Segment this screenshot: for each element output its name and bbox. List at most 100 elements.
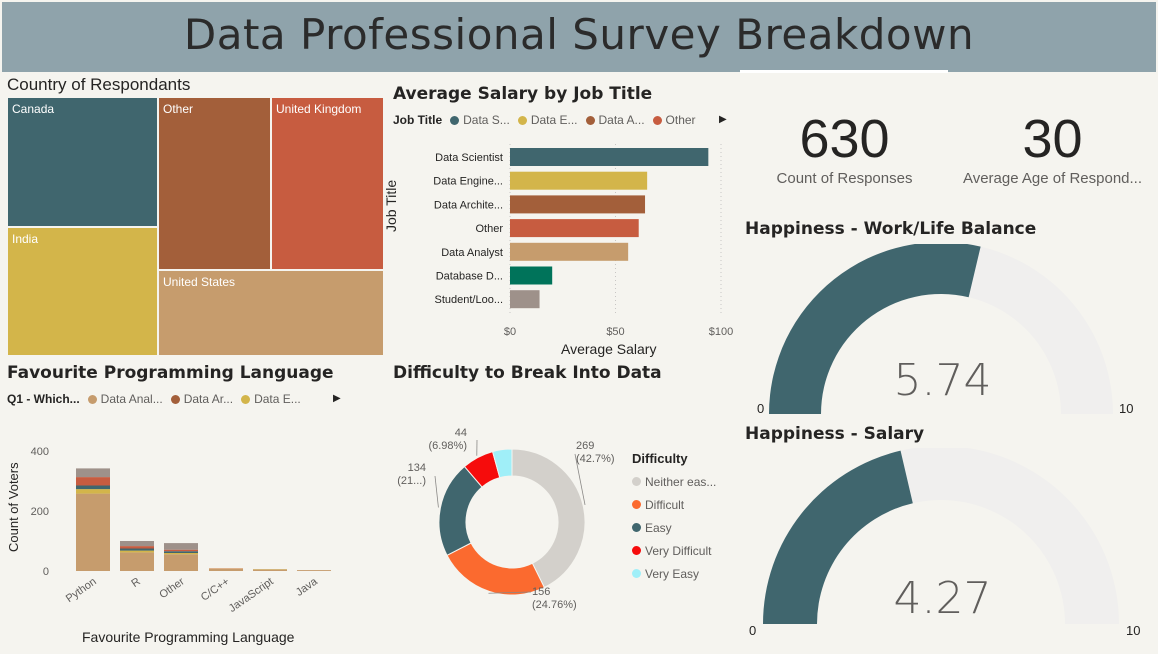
treemap-cell-india[interactable]: India [7,227,158,356]
language-bar-segment[interactable] [164,554,198,571]
language-bar-segment[interactable] [164,543,198,550]
language-bar-segment[interactable] [297,570,331,571]
legend-dot-icon [632,500,641,509]
treemap-cell-canada[interactable]: Canada [7,97,158,227]
treemap-cell-united-kingdom[interactable]: United Kingdom [271,97,384,270]
legend-item[interactable]: Data Ar... [183,392,234,406]
difficulty-chart-title: Difficulty to Break Into Data [393,363,662,383]
gauge-salary-title: Happiness - Salary [745,424,925,444]
y-tick-label: Data Engine... [433,176,503,188]
language-bar-segment[interactable] [120,550,154,553]
language-bar-segment[interactable] [120,548,154,551]
y-tick-label: 0 [43,566,49,578]
legend-label: Neither eas... [645,474,717,489]
legend-item[interactable]: Neither eas... [632,470,742,493]
salary-bar-chart[interactable]: $0 $50 $100 Data Scientist Data Engine... Dat… [405,140,745,345]
language-bar-segment[interactable] [76,485,110,490]
gauge-value: 5.74 [893,355,992,406]
data-label-leader [434,475,439,508]
legend-item[interactable]: Very Easy [632,562,742,585]
data-label: (42.7%) [576,453,615,465]
language-y-axis-title: Count of Voters [6,462,21,552]
language-bar-segment[interactable] [164,551,198,553]
legend-item[interactable]: Data S... [463,113,510,127]
language-stacked-bar-chart[interactable]: 0 200 400 Python R Other C/C++JavaScript Java [22,430,362,630]
salary-bar[interactable] [510,195,646,214]
legend-item[interactable]: Easy [632,516,742,539]
legend-item[interactable]: Data A... [598,113,645,127]
legend-label: Easy [645,520,672,535]
data-label: (24.76%) [532,599,577,611]
legend-item[interactable]: Difficult [632,493,742,516]
language-bar-segment[interactable] [76,493,110,571]
language-bar-segment[interactable] [76,489,110,494]
donut-slice[interactable] [511,448,586,589]
x-tick-label: Other [157,575,187,601]
x-tick-label: $100 [709,326,733,338]
legend-dot-icon [632,546,641,555]
salary-y-axis-title: Job Title [383,179,399,232]
gauge-max: 10 [1126,623,1141,638]
kpi-label: Count of Responses [776,170,913,187]
gauge-max: 10 [1119,401,1134,416]
treemap-cell-other[interactable]: Other [158,97,271,270]
legend-item[interactable]: Other [665,113,696,127]
kpi-value: 30 [1022,109,1083,169]
salary-bar[interactable] [510,266,553,285]
treemap-label: United States [163,275,236,289]
language-bar-segment[interactable] [120,552,154,571]
language-bar-segment[interactable] [120,541,154,547]
data-label-leader [488,591,532,594]
legend-item[interactable]: Data E... [254,392,301,406]
data-label: (6.98%) [428,440,467,452]
legend-dot-icon [652,115,662,125]
x-tick-label: R [129,576,142,590]
y-tick-label: Database D... [436,271,503,283]
gauge-worklife[interactable] [755,244,1135,419]
page-title: Data Professional Survey Breakdown [183,10,975,59]
salary-bar[interactable] [510,148,709,166]
x-tick-label: JavaScript [227,576,276,615]
legend-next-arrow-icon[interactable]: ▶ [719,114,727,125]
salary-bar[interactable] [510,290,540,309]
donut-slice[interactable] [491,448,513,479]
data-label: 156 [532,586,550,598]
legend-item[interactable]: Data Anal... [100,392,163,406]
data-label: (21...) [397,475,426,487]
salary-bar[interactable] [510,171,648,190]
gauge-fill[interactable] [763,450,913,624]
treemap-label: Canada [12,102,55,116]
y-tick-label: 400 [31,446,49,458]
data-label: 134 [408,462,426,474]
kpi-card-responses: 630 Count of Responses [762,108,927,187]
language-bar-segment[interactable] [76,477,110,486]
gauge-salary[interactable] [755,448,1135,628]
legend-item[interactable]: Data E... [530,113,578,127]
gauge-fill[interactable] [769,244,981,414]
gauge-min: 0 [757,401,765,416]
language-x-axis-title: Favourite Programming Language [82,629,295,645]
treemap-cell-united-states[interactable]: United States [158,270,384,356]
y-tick-label: Other [475,223,503,235]
legend-label: Very Difficult [645,543,712,558]
language-bar-segment[interactable] [164,549,198,552]
legend-item[interactable]: Very Difficult [632,539,742,562]
treemap-label: India [12,232,39,246]
difficulty-donut-chart[interactable]: 269(42.7%) 156(24.76%) 134(21...) 44(6.98%) [385,420,625,620]
treemap-label: Other [163,102,194,116]
country-chart-title: Country of Respondants [7,75,191,94]
salary-bar[interactable] [510,219,639,238]
language-bar-segment[interactable] [209,568,243,571]
kpi-value: 630 [799,109,890,169]
country-treemap[interactable]: Canada India Other United Kingdom United… [7,97,384,356]
donut-slice[interactable] [446,542,545,596]
header-accent-line [740,70,948,73]
language-bar-segment[interactable] [253,569,287,572]
language-bar-segment[interactable] [164,553,198,555]
salary-bar[interactable] [510,242,629,261]
language-bar-segment[interactable] [120,546,154,549]
gauge-value: 4.27 [893,573,992,624]
language-bar-segment[interactable] [76,468,110,478]
legend-next-arrow-icon[interactable]: ▶ [333,393,341,404]
difficulty-legend-title: Difficulty [632,451,688,466]
